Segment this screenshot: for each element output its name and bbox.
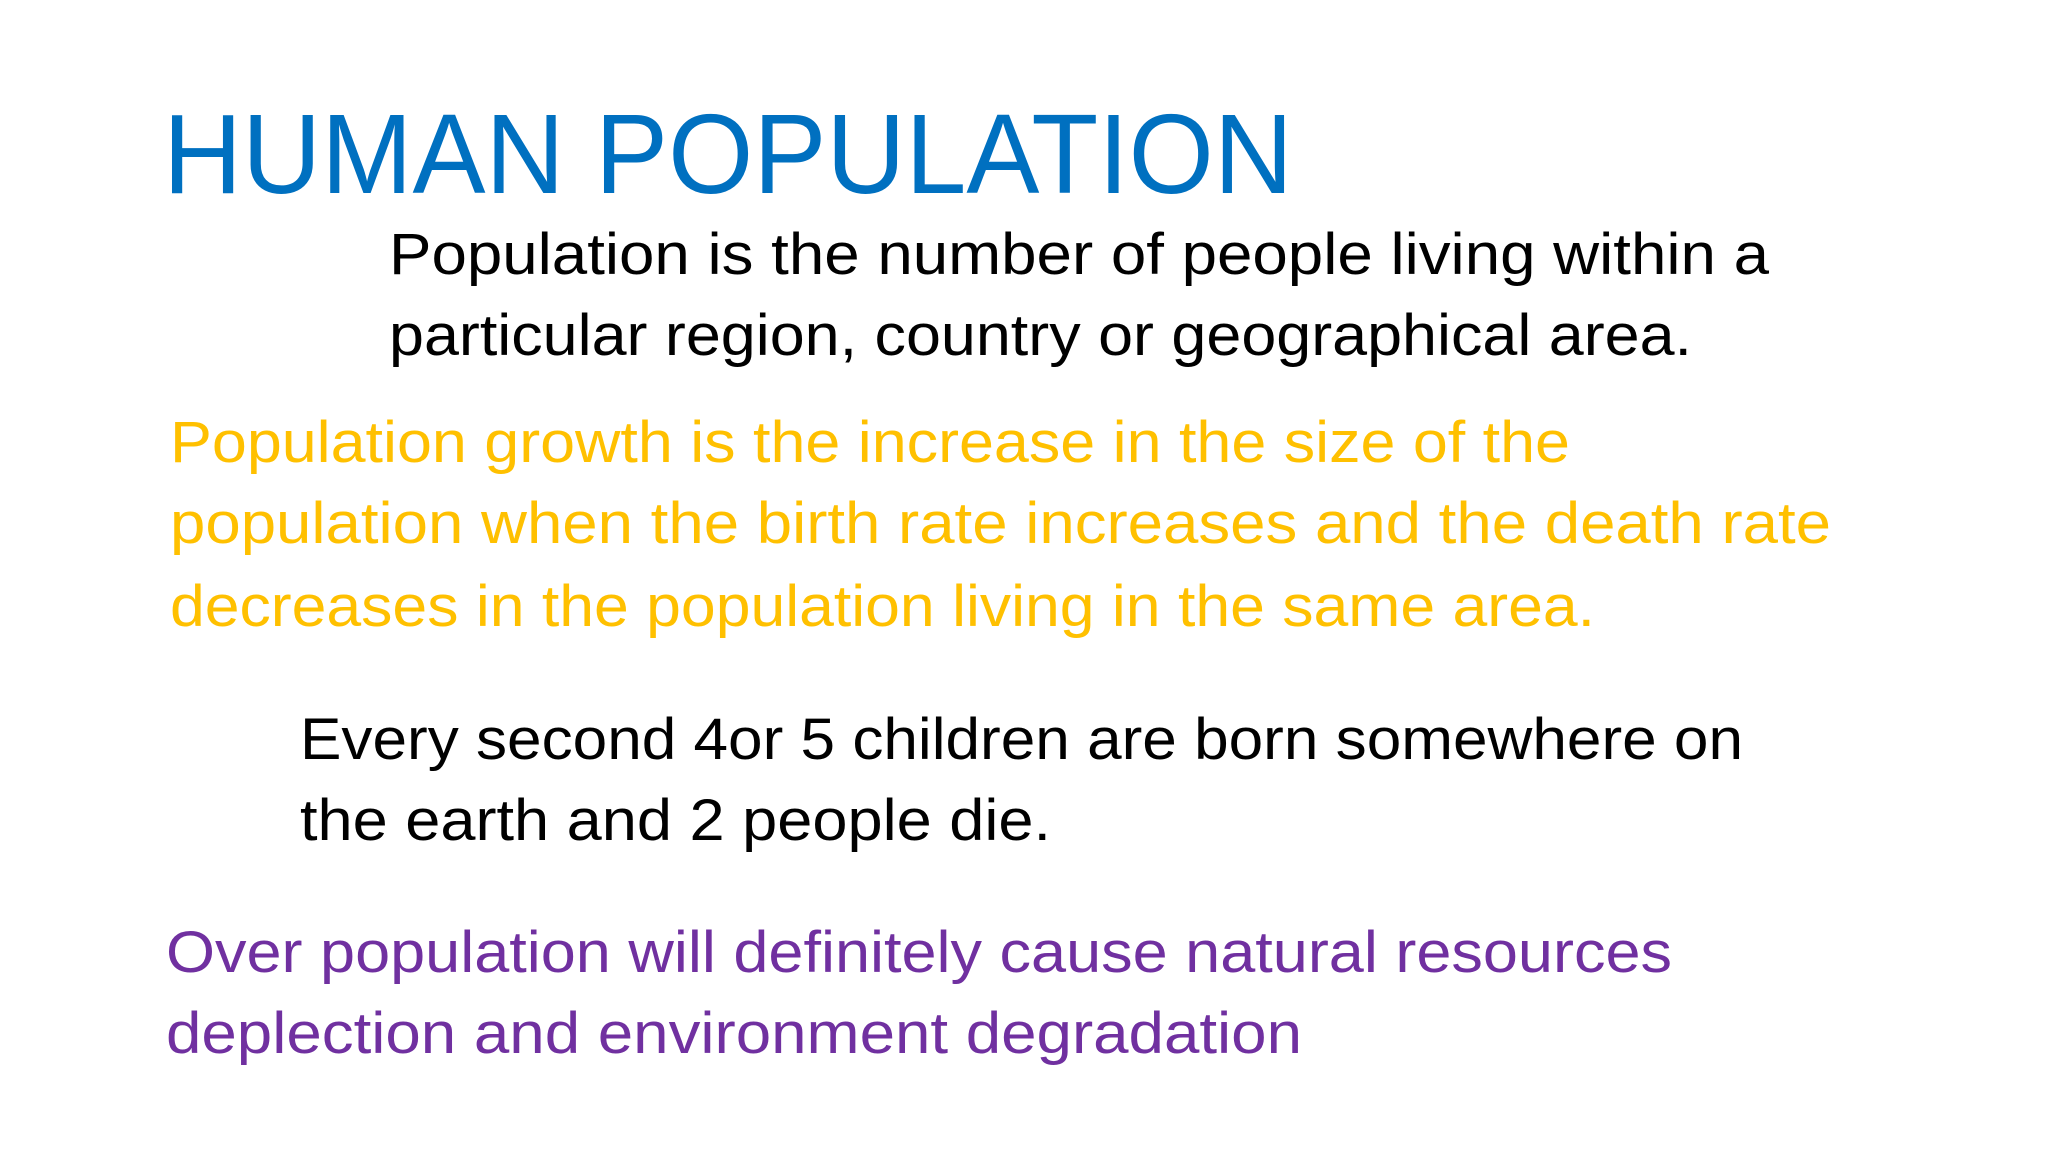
slide-title: HUMAN POPULATION (163, 91, 1293, 217)
fact-line: the earth and 2 people die. (300, 788, 1051, 853)
growth-line: population when the birth rate increases… (170, 491, 1831, 556)
growth-line: decreases in the population living in th… (170, 574, 1595, 639)
fact-line: Every second 4or 5 children are born som… (300, 707, 1743, 772)
growth-line: Population growth is the increase in the… (170, 410, 1570, 475)
warning-line: deplection and environment degradation (166, 1001, 1302, 1066)
definition-line: particular region, country or geographic… (389, 303, 1692, 368)
definition-line: Population is the number of people livin… (389, 222, 1770, 287)
warning-line: Over population will definitely cause na… (166, 920, 1672, 985)
